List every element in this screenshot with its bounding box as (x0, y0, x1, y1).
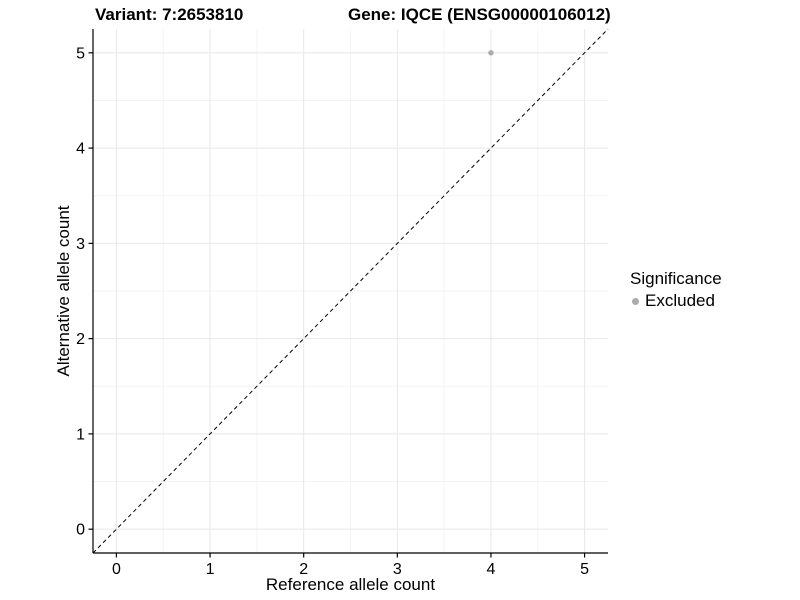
data-point (488, 50, 494, 56)
legend-title: Significance (630, 269, 722, 288)
gene-title: Gene: IQCE (ENSG00000106012) (348, 5, 611, 24)
x-tick-label: 5 (580, 561, 589, 578)
x-tick-label: 2 (299, 561, 308, 578)
legend: Significance Excluded (630, 268, 722, 311)
x-tick-label: 1 (206, 561, 215, 578)
legend-item-excluded: Excluded (630, 291, 722, 311)
legend-point-swatch (632, 297, 639, 305)
x-tick-label: 0 (112, 561, 121, 578)
y-tick-label: 1 (76, 426, 85, 443)
identity-line (92, 28, 609, 554)
y-tick-label: 4 (76, 141, 85, 158)
y-tick-label: 5 (76, 45, 85, 62)
y-tick-label: 2 (76, 331, 85, 348)
x-tick-label: 4 (487, 561, 496, 578)
x-tick-label: 3 (393, 561, 402, 578)
y-tick-label: 3 (76, 236, 85, 253)
x-axis-title: Reference allele count (265, 575, 436, 594)
y-axis-title: Alternative allele count (54, 205, 73, 377)
legend-item-label: Excluded (645, 291, 715, 310)
variant-title: Variant: 7:2653810 (95, 5, 244, 24)
y-tick-label: 0 (76, 522, 85, 539)
